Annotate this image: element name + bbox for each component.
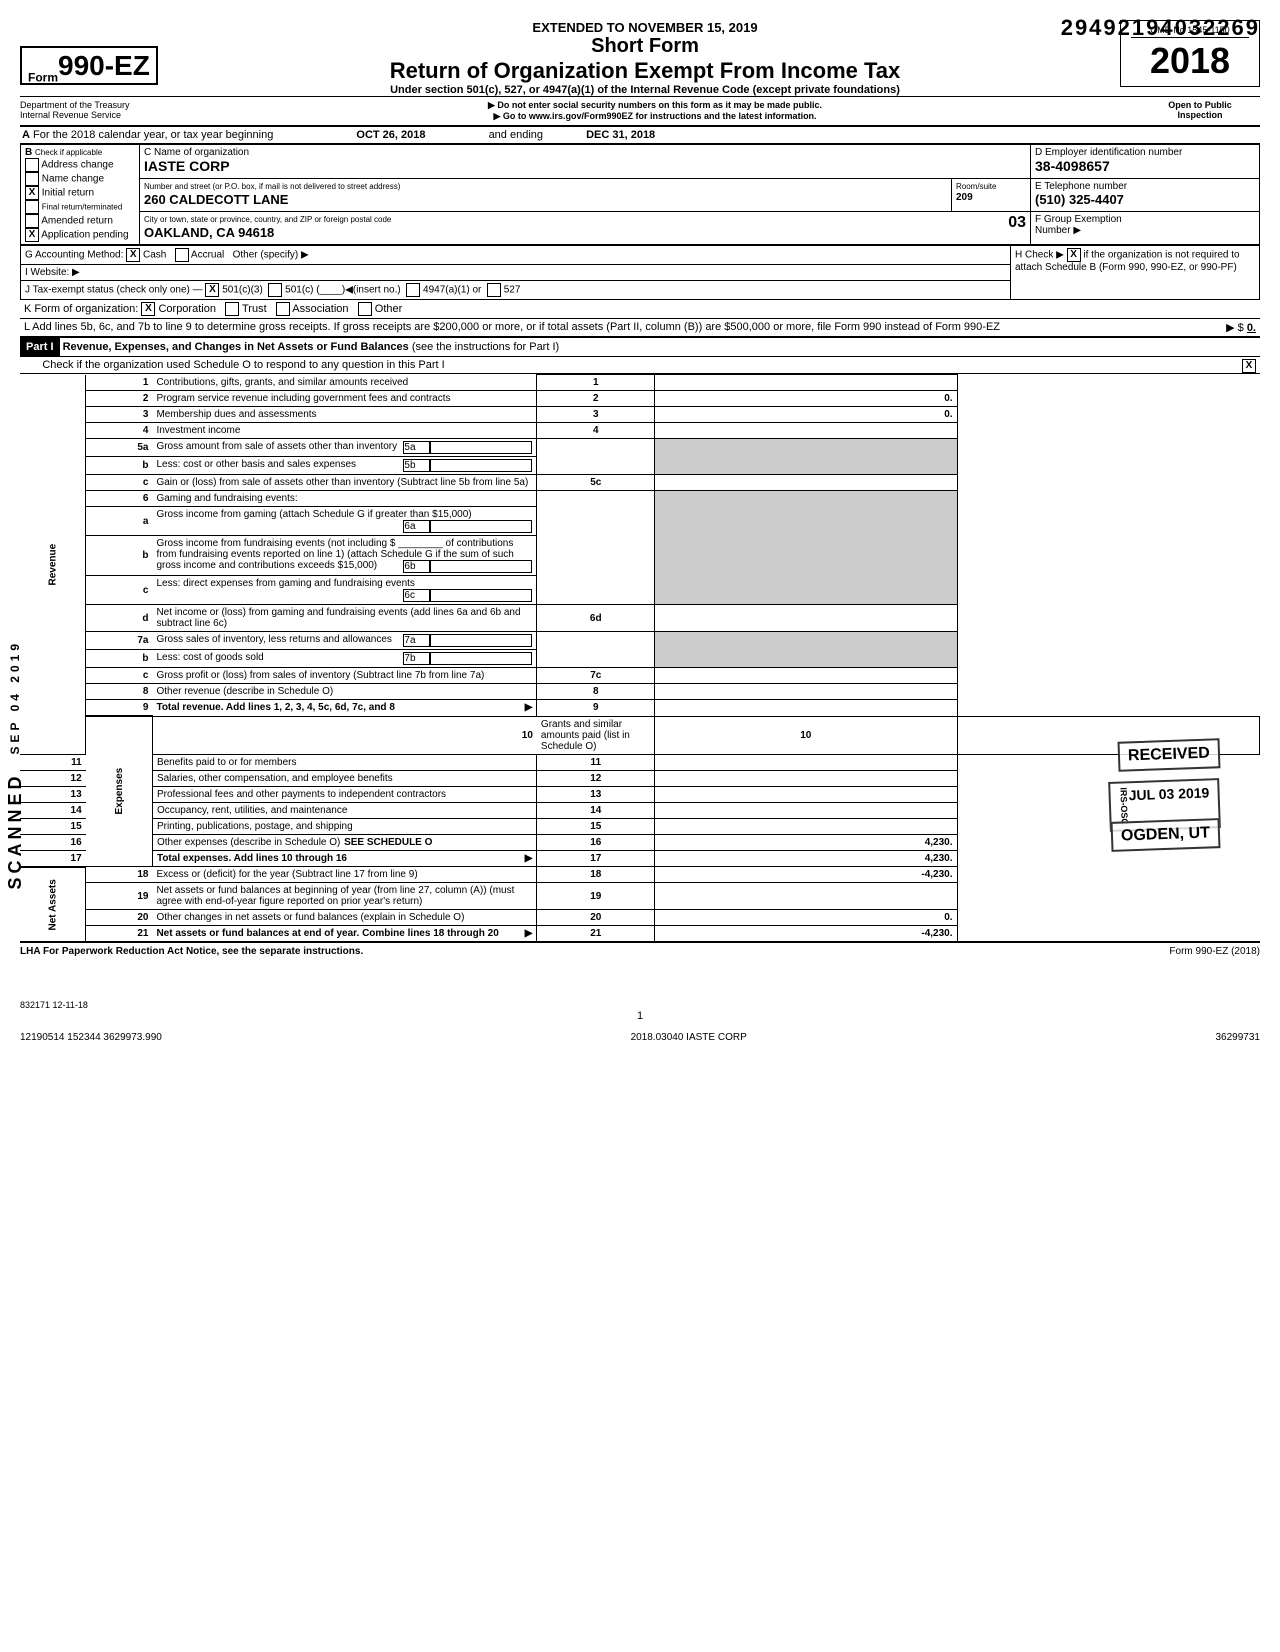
line21-amt: -4,230. [655,926,957,943]
see-schedule-o: SEE SCHEDULE O [344,837,432,848]
ein: 38-4098657 [1035,158,1110,174]
period-begin: OCT 26, 2018 [356,129,425,141]
lha-notice: LHA For Paperwork Reduction Act Notice, … [20,946,363,957]
cb-4947[interactable] [406,283,420,297]
line-l-text: L Add lines 5b, 6c, and 7b to line 9 to … [24,321,1116,334]
handwritten-03: 03 [1008,214,1026,232]
form-footer: Form 990-EZ (2018) [1169,946,1260,957]
revenue-side: Revenue [20,375,86,755]
footer-left: 12190514 152344 3629973.990 [20,1032,162,1043]
footer-right: 36299731 [1216,1032,1261,1043]
dept-treasury: Department of the Treasury [20,100,170,110]
cb-initial-return[interactable]: X [25,186,39,200]
line2-amt: 0. [655,391,957,407]
line18-amt: -4,230. [655,867,957,883]
cb-address-change[interactable] [25,158,39,172]
line17-amt: 4,230. [655,850,957,867]
org-name: IASTE CORP [144,158,230,174]
cb-corporation[interactable]: X [141,302,155,316]
short-form-label: Short Form [180,35,1110,58]
cb-association[interactable] [276,302,290,316]
footer-row: 12190514 152344 3629973.990 2018.03040 I… [20,1032,1260,1043]
received-location-stamp: OGDEN, UT [1111,818,1221,852]
line3-amt: 0. [655,407,957,423]
entity-table: B Check if applicable Address change Nam… [20,144,1260,245]
cb-final-return[interactable] [25,200,39,214]
form-page: 29492194032269 Form990-EZ EXTENDED TO NO… [20,20,1260,1043]
cb-501c3[interactable]: X [205,283,219,297]
line16-amt: 4,230. [655,834,957,850]
cb-name-change[interactable] [25,172,39,186]
form-title: Return of Organization Exempt From Incom… [180,58,1110,84]
cb-other-org[interactable] [358,302,372,316]
cb-schedule-o[interactable]: X [1242,359,1256,373]
dept-irs: Internal Revenue Service [20,110,170,120]
cb-527[interactable] [487,283,501,297]
part1-header: Part I [20,338,60,356]
part1-title: Revenue, Expenses, and Changes in Net As… [63,341,409,353]
cb-501c[interactable] [268,283,282,297]
gross-receipts: 0. [1247,322,1256,334]
cb-cash[interactable]: X [126,248,140,262]
period-row: A For the 2018 calendar year, or tax yea… [20,127,1260,144]
dept-row: Department of the Treasury Internal Reve… [20,96,1260,127]
period-end: DEC 31, 2018 [586,129,655,141]
netassets-side: Net Assets [20,867,86,943]
cb-trust[interactable] [225,302,239,316]
expenses-side: Expenses [86,716,153,867]
lines-table: Revenue 1Contributions, gifts, grants, a… [20,374,1260,943]
ssn-warning: Do not enter social security numbers on … [170,100,1140,111]
inspection: Inspection [1140,110,1260,120]
cb-schedule-b[interactable]: X [1067,248,1081,262]
form-subtitle: Under section 501(c), 527, or 4947(a)(1)… [180,84,1110,96]
street: 260 CALDECOTT LANE [144,192,288,207]
room-suite: 209 [956,192,973,203]
city-state-zip: OAKLAND, CA 94618 [144,225,274,240]
page-number: 1 [20,1010,1260,1022]
cb-amended[interactable] [25,214,39,228]
version-code: 832171 12-11-18 [20,1000,1260,1010]
dln-number: 29492194032269 [1061,15,1260,41]
website-label: I Website: ▶ [25,267,80,278]
line20-amt: 0. [655,910,957,926]
extended-date: EXTENDED TO NOVEMBER 15, 2019 [180,20,1110,35]
footer-mid: 2018.03040 IASTE CORP [631,1032,747,1043]
received-stamp: RECEIVED [1118,738,1221,772]
tax-year: 2018 [1131,40,1249,82]
cb-accrual[interactable] [175,248,189,262]
form-number: Form990-EZ [20,46,158,85]
url-note: Go to www.irs.gov/Form990EZ for instruct… [170,111,1140,122]
telephone: (510) 325-4407 [1035,192,1124,207]
cb-application-pending[interactable]: X [25,228,39,242]
open-public: Open to Public [1140,100,1260,110]
